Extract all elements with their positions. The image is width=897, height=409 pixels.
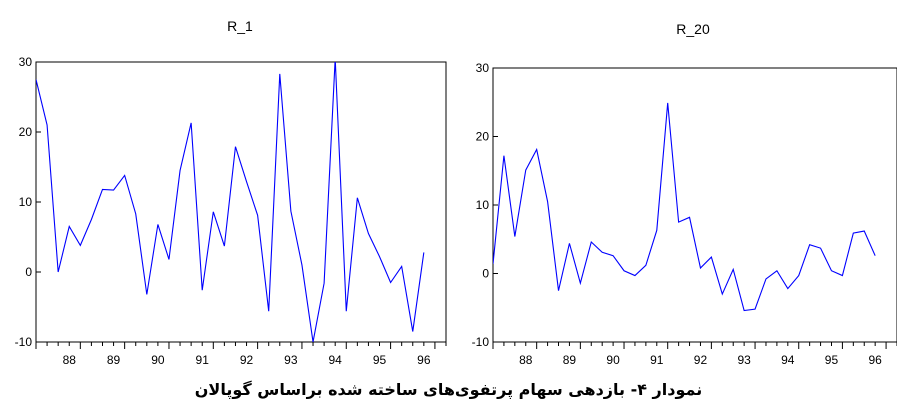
- x-tick-label: 89: [563, 353, 577, 367]
- x-tick-label: 90: [151, 353, 165, 367]
- x-tick-label: 96: [868, 353, 882, 367]
- series-line: [493, 102, 876, 312]
- chart-title: R_1: [227, 18, 253, 34]
- plot-frame: [492, 67, 897, 343]
- x-tick-label: 91: [650, 353, 664, 367]
- chart-panel-2: R_20 -10 0 10 20 30 88 89 90 91 92 93 94 95 96: [472, 21, 897, 367]
- x-tick-label: 92: [694, 353, 708, 367]
- x-tick-label: 91: [196, 353, 210, 367]
- y-tick-label: 30: [476, 61, 490, 75]
- y-tick-label: 20: [19, 125, 33, 139]
- y-tick-label: 0: [482, 267, 489, 281]
- y-tick-label: 30: [19, 55, 33, 69]
- x-tick-label: 95: [373, 353, 387, 367]
- y-tick-label: -10: [15, 335, 33, 349]
- chart-title: R_20: [676, 21, 710, 37]
- x-tick-label: 94: [781, 353, 795, 367]
- x-tick-label: 88: [63, 353, 77, 367]
- x-tick-label: 94: [329, 353, 343, 367]
- x-tick-label: 93: [284, 353, 298, 367]
- y-tick-label: -10: [472, 335, 490, 349]
- y-tick-label: 0: [25, 265, 32, 279]
- series-line: [36, 62, 425, 342]
- y-tick-label: 10: [19, 195, 33, 209]
- y-tick-label: 20: [476, 130, 490, 144]
- x-tick-label: 93: [737, 353, 751, 367]
- x-tick-label: 88: [519, 353, 533, 367]
- figure-caption: نمودار ۴- بازدهی سهام پرتفوی‌های ساخته ش…: [194, 380, 703, 399]
- x-tick-label: 95: [825, 353, 839, 367]
- x-tick-label: 90: [606, 353, 620, 367]
- x-tick-label: 92: [240, 353, 254, 367]
- y-tick-label: 10: [476, 198, 490, 212]
- x-tick-label: 96: [417, 353, 431, 367]
- x-tick-label: 89: [107, 353, 121, 367]
- chart-panel-1: R_1 -10 0 10 20 30 88 89 90 91 92 93 94 95 96: [15, 18, 447, 367]
